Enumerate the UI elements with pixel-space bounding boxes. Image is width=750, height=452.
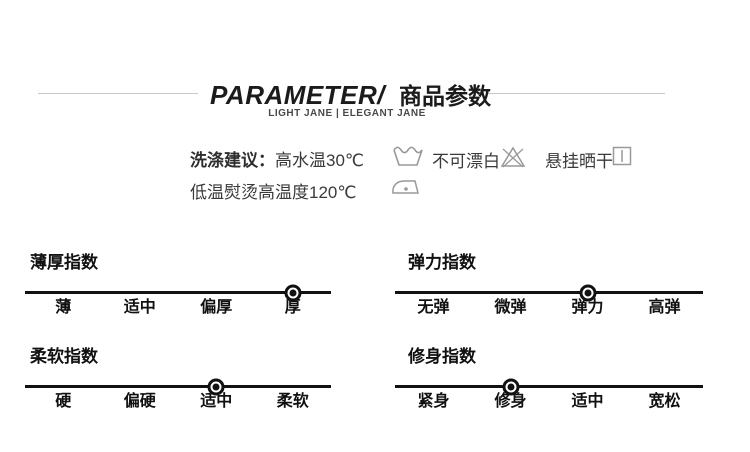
page-title: PARAMETER/商品参数 (210, 77, 491, 111)
wash-tub-icon (392, 142, 424, 173)
header-divider-left (38, 93, 198, 94)
scale-thickness: 薄厚指数 薄 适中 偏厚 厚 (25, 253, 331, 317)
scale-label: 修身 (494, 393, 527, 410)
scale-thickness-marker (284, 284, 302, 301)
scale-softness: 柔软指数 硬 偏硬 适中 柔软 (25, 347, 331, 411)
scale-softness-labels: 硬 偏硬 适中 柔软 (25, 393, 331, 411)
care-label: 洗涤建议： (190, 151, 275, 170)
scale-label: 厚 (284, 299, 301, 316)
scale-elasticity-marker (579, 284, 596, 301)
no-bleach-icon (500, 145, 526, 174)
scale-fit-title: 修身指数 (408, 347, 476, 366)
care-line-2: 低温熨烫高温度120℃ (190, 183, 357, 202)
care-wash-temp: 高水温30℃ (275, 151, 365, 170)
scale-label: 柔软 (276, 393, 309, 410)
page-title-en: PARAMETER/ (210, 80, 385, 110)
scale-label: 弹力 (571, 299, 604, 316)
care-line-1: 洗涤建议：高水温30℃ (190, 146, 364, 171)
hang-dry-icon (612, 146, 632, 171)
scale-fit-labels: 紧身 修身 适中 宽松 (395, 393, 703, 411)
scale-label: 宽松 (648, 393, 681, 410)
scale-thickness-labels: 薄 适中 偏厚 厚 (25, 299, 331, 317)
scale-label: 无弹 (417, 299, 450, 316)
scale-elasticity-track (395, 284, 703, 301)
scale-label: 偏硬 (123, 393, 156, 410)
scale-label: 薄 (55, 299, 72, 316)
scale-fit-track (395, 378, 703, 395)
scale-label: 硬 (55, 393, 72, 410)
iron-icon (390, 177, 420, 202)
scale-fit: 修身指数 紧身 修身 适中 宽松 (395, 347, 703, 411)
scale-thickness-title: 薄厚指数 (30, 253, 98, 272)
page-subtitle: LIGHT JANE | ELEGANT JANE (268, 108, 426, 119)
scale-label: 适中 (200, 393, 233, 410)
scale-elasticity-title: 弹力指数 (408, 253, 476, 272)
scale-softness-track (25, 378, 331, 395)
scale-label: 紧身 (417, 393, 450, 410)
page-title-zh: 商品参数 (398, 83, 491, 109)
scale-elasticity: 弹力指数 无弹 微弹 弹力 高弹 (395, 253, 703, 317)
care-hang-dry-label: 悬挂晒干 (545, 152, 613, 171)
scale-label: 偏厚 (200, 299, 233, 316)
header-divider-right (487, 93, 665, 94)
scale-fit-marker (502, 378, 519, 395)
scale-label: 微弹 (494, 299, 527, 316)
scale-label: 高弹 (648, 299, 681, 316)
scale-softness-marker (207, 378, 225, 395)
scale-label: 适中 (571, 393, 604, 410)
scale-softness-title: 柔软指数 (30, 347, 98, 366)
scale-label: 适中 (123, 299, 156, 316)
scale-thickness-track (25, 284, 331, 301)
scale-elasticity-labels: 无弹 微弹 弹力 高弹 (395, 299, 703, 317)
care-no-bleach-label: 不可漂白 (432, 152, 500, 171)
